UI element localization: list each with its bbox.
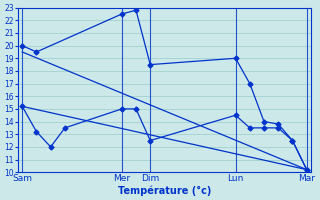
X-axis label: Température (°c): Température (°c): [118, 185, 211, 196]
